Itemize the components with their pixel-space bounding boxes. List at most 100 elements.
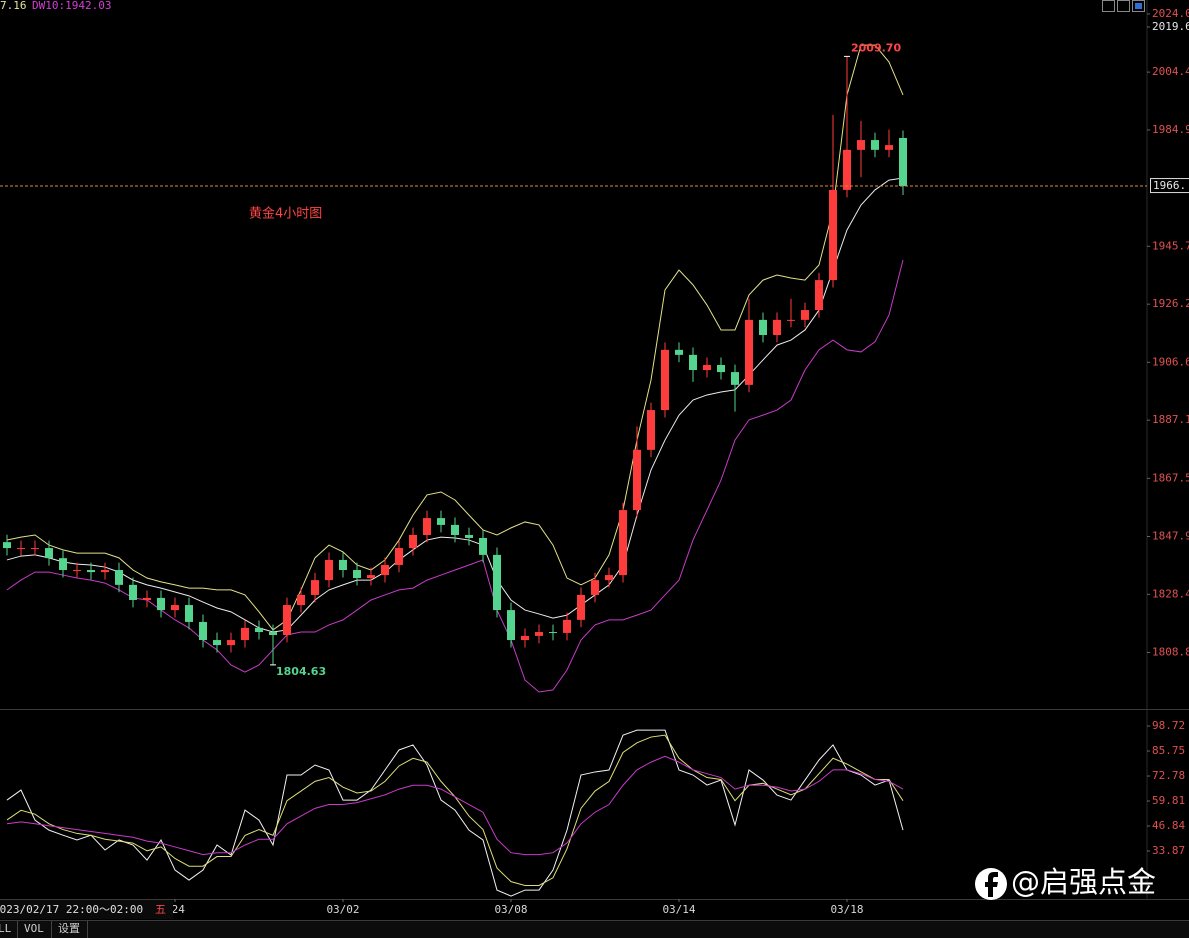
candle-body xyxy=(549,632,557,634)
candle-body xyxy=(199,621,207,641)
candle-body xyxy=(297,594,305,606)
candle-body xyxy=(563,619,571,633)
y-tick-label: 1887.1 xyxy=(1152,413,1189,426)
y-tick-label: 1945.7 xyxy=(1152,239,1189,252)
candle-body xyxy=(367,575,375,579)
indicator-line xyxy=(6,44,904,631)
indicator-line xyxy=(6,755,904,856)
last-price-label: 1966. xyxy=(1153,179,1186,192)
tabs: LL VOL 设置 xyxy=(0,921,88,938)
y-tick-label: 59.81 xyxy=(1152,794,1185,807)
y-tick-label: 98.72 xyxy=(1152,719,1185,732)
candle-body xyxy=(17,548,25,550)
x-tick-label: 03/14 xyxy=(662,903,695,916)
candle-body xyxy=(703,364,711,371)
candle-body xyxy=(815,280,823,311)
candle-body xyxy=(409,535,417,549)
toolbar-icon[interactable] xyxy=(1102,0,1115,12)
chart-annotation: 黄金4小时图 xyxy=(249,206,322,222)
candle-body xyxy=(507,610,515,641)
candle-body xyxy=(115,570,123,585)
candle-body xyxy=(129,584,137,600)
y-tick-label: 1828.4 xyxy=(1152,587,1189,600)
candle-body xyxy=(31,548,39,550)
last-price-box xyxy=(1150,178,1189,194)
candle-body xyxy=(269,632,277,636)
candle-body xyxy=(871,140,879,150)
candle-body xyxy=(451,524,459,536)
candle-body xyxy=(395,548,403,565)
indicator-line xyxy=(6,259,904,693)
candle-body xyxy=(535,632,543,636)
candle-body xyxy=(353,570,361,579)
x-tick-label: 03/18 xyxy=(830,903,863,916)
indicator-line xyxy=(6,729,904,897)
watermark-icon-glyph xyxy=(985,872,998,897)
candle-body xyxy=(157,597,165,611)
candle-body xyxy=(689,354,697,371)
candle-body xyxy=(591,580,599,595)
tab[interactable]: VOL xyxy=(24,922,44,935)
toolbar-icons xyxy=(1102,0,1145,12)
candle-body xyxy=(521,635,529,641)
y-tick-label: 33.87 xyxy=(1152,844,1185,857)
candle-body xyxy=(787,319,795,321)
candle-body xyxy=(185,605,193,622)
toolbar-icon[interactable] xyxy=(1132,0,1145,12)
header-left: 7.16 xyxy=(0,0,27,12)
candle-body xyxy=(899,137,907,187)
candle-body xyxy=(143,597,151,600)
candle-body xyxy=(619,510,627,576)
candle-body xyxy=(73,570,81,572)
candle-body xyxy=(605,575,613,581)
cursor-date: 2023/02/17 22:00～02:00 xyxy=(0,903,143,916)
candle-body xyxy=(857,140,865,150)
tab[interactable]: LL xyxy=(0,922,12,935)
candle-body xyxy=(801,310,809,320)
candle-body xyxy=(227,640,235,646)
y-tick-label: 1847.9 xyxy=(1152,529,1189,542)
y-tick-label: 46.84 xyxy=(1152,819,1185,832)
max-label: 2009.70 xyxy=(851,41,901,54)
candle-body xyxy=(45,548,53,559)
y-tick-label: 2004.4 xyxy=(1152,65,1189,78)
y-tick-label: 1867.5 xyxy=(1152,471,1189,484)
candle-body xyxy=(647,410,655,450)
toolbar-icon-fill xyxy=(1135,3,1142,9)
candle-body xyxy=(717,364,725,373)
candle-body xyxy=(773,319,781,336)
candle-body xyxy=(311,580,319,595)
y-tick-label: 1906.6 xyxy=(1152,355,1189,368)
watermark-text: @启强点金 xyxy=(1011,865,1156,899)
x-tick-label: 03/08 xyxy=(494,903,527,916)
y-tick-label: 72.78 xyxy=(1152,769,1185,782)
candle-body xyxy=(479,537,487,555)
cursor-label-box xyxy=(0,900,173,919)
candle-body xyxy=(661,349,669,411)
candle-body xyxy=(213,640,221,646)
y-tick-label: 85.75 xyxy=(1152,744,1185,757)
x-tick-label: 03/02 xyxy=(326,903,359,916)
candle-body xyxy=(633,449,641,511)
candle-body xyxy=(101,570,109,573)
candle-body xyxy=(283,605,291,636)
tab[interactable]: 设置 xyxy=(58,922,80,935)
candle-body xyxy=(325,559,333,581)
candle-body xyxy=(59,558,67,571)
candle-body xyxy=(381,564,389,576)
candle-body xyxy=(171,605,179,611)
toolbar-icon[interactable] xyxy=(1117,0,1130,12)
candle-body xyxy=(3,542,11,549)
header-right: DW10:1942.03 xyxy=(32,0,111,12)
min-label: 1804.63 xyxy=(276,665,326,678)
candle-body xyxy=(577,594,585,620)
candle-body xyxy=(829,189,837,281)
plot-area: 2024.0 2004.4 1984.9 1945.7 1926.2 1906.6 1887… xyxy=(0,7,1189,916)
candle-body xyxy=(423,518,431,536)
candle-body xyxy=(843,149,851,190)
candle-body xyxy=(465,535,473,538)
candle-body xyxy=(241,627,249,641)
